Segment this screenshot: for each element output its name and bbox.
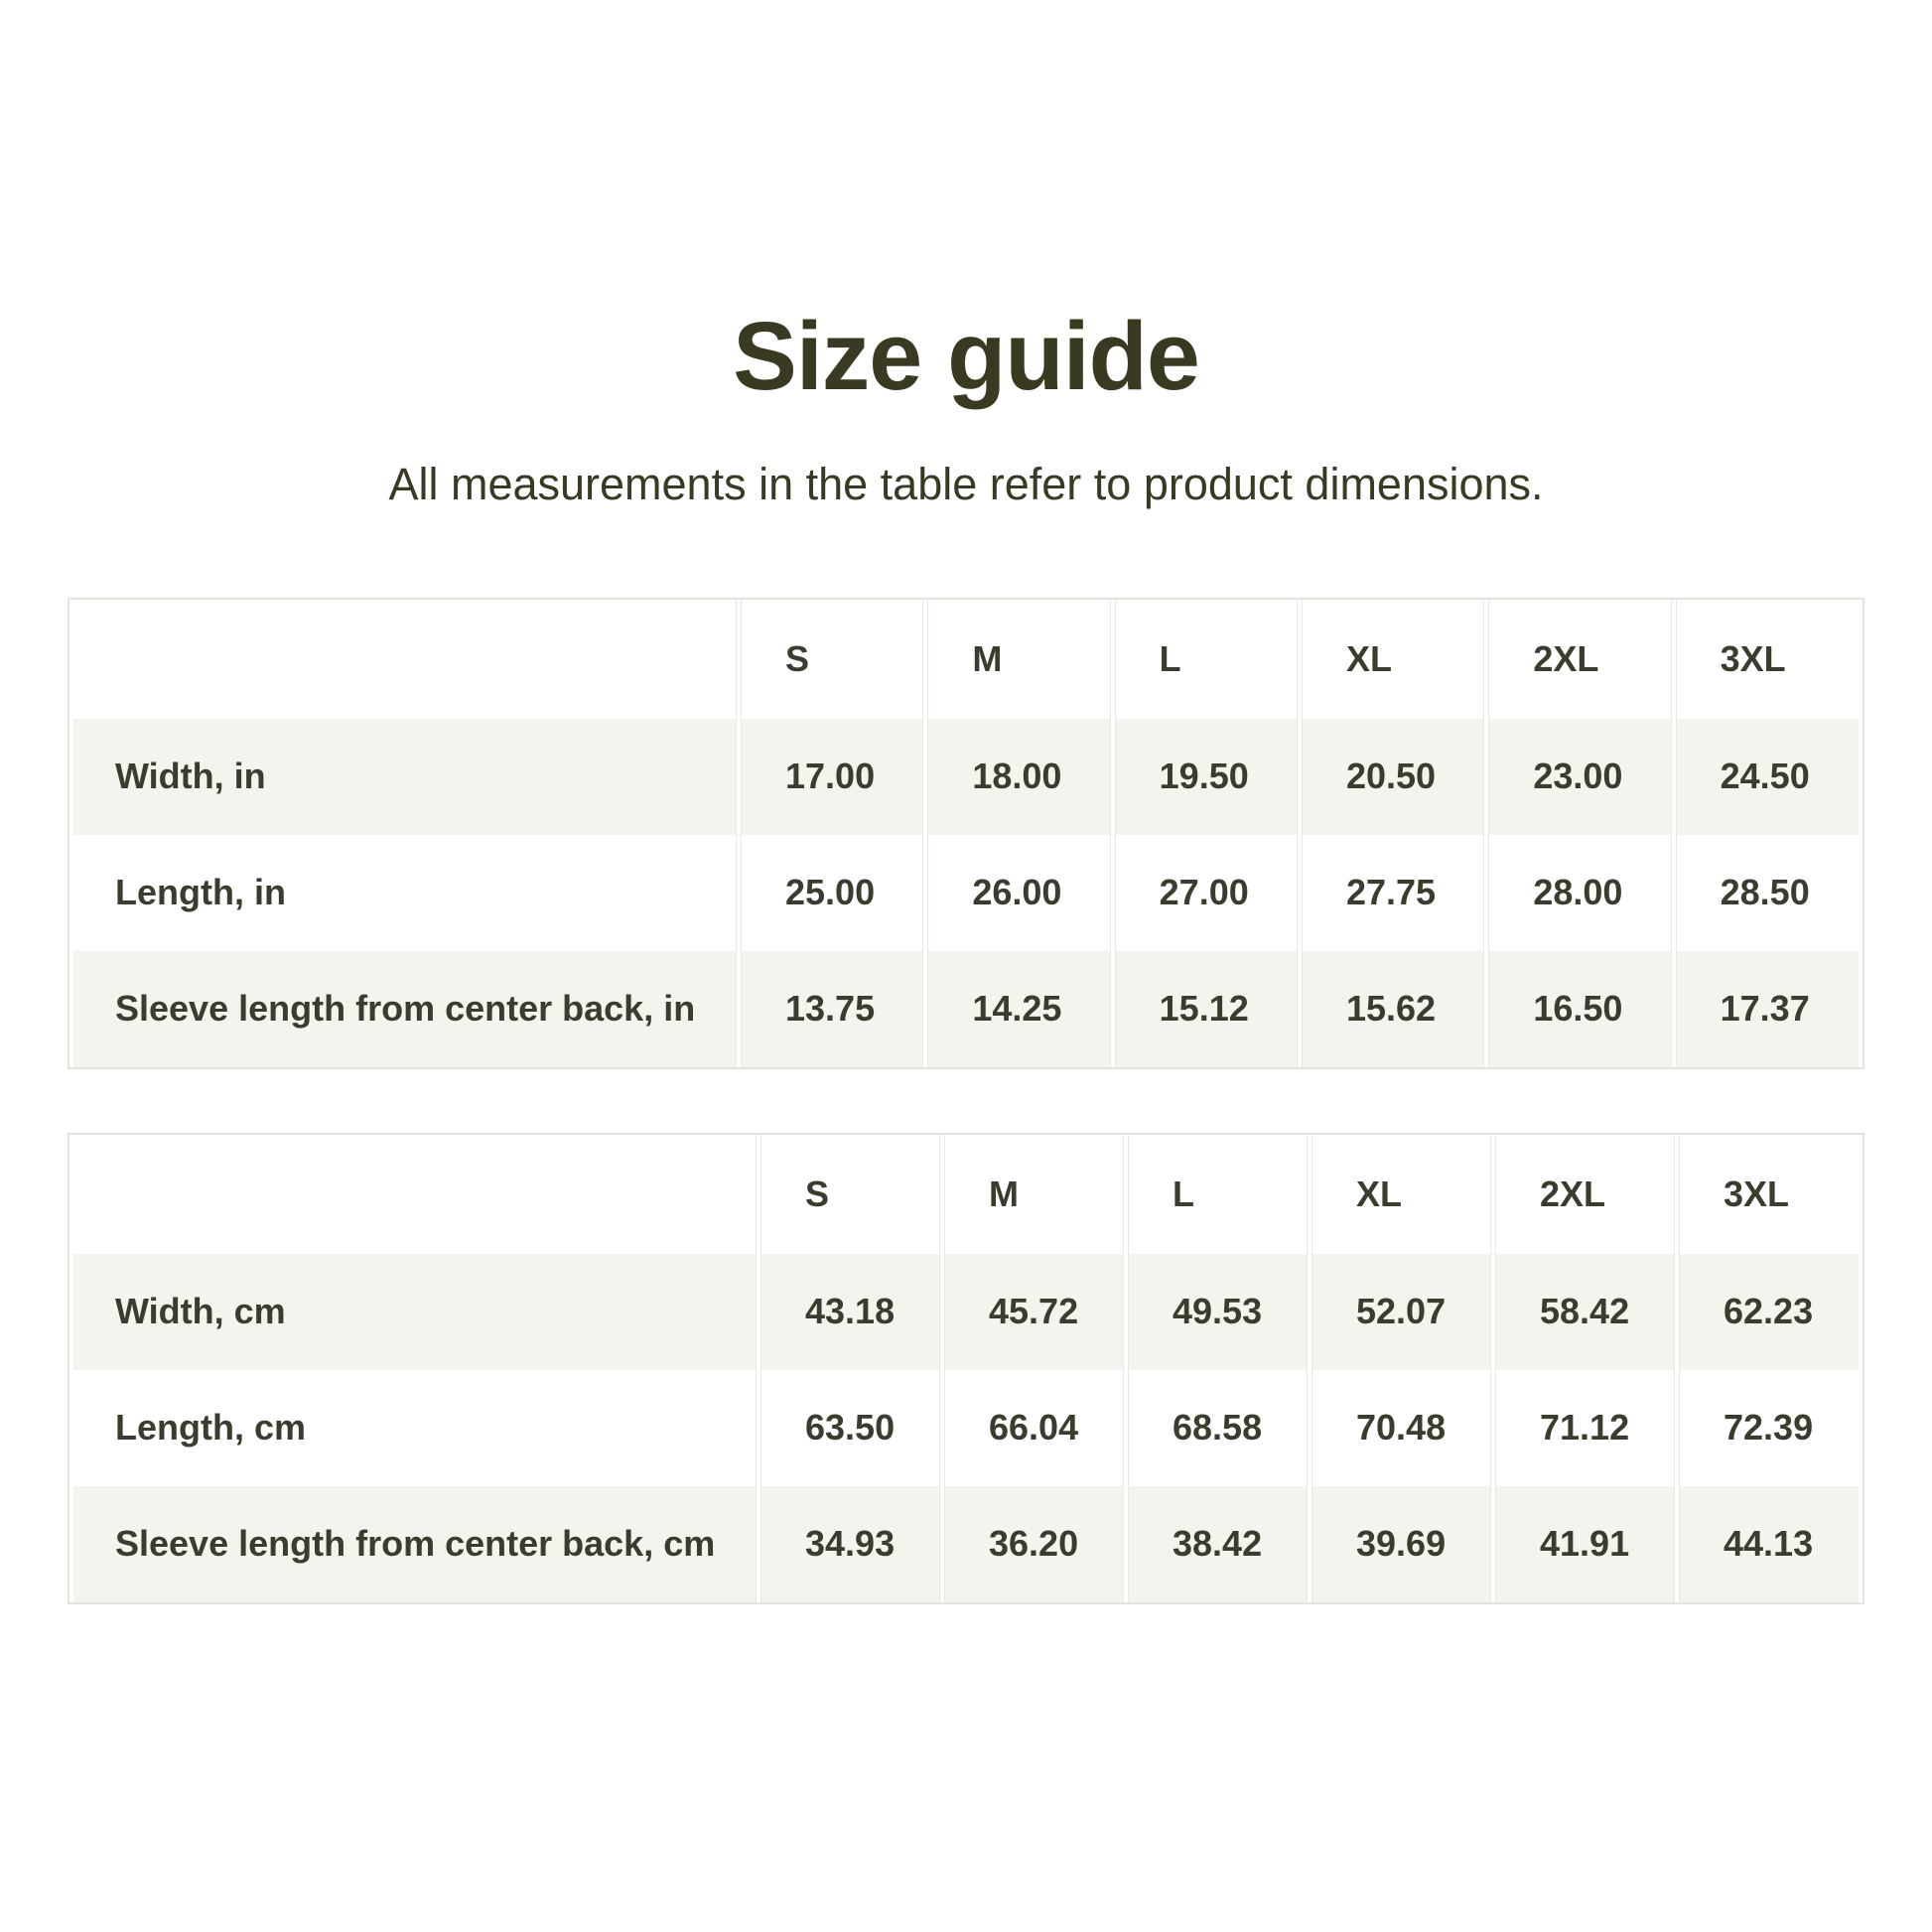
cell-value: 41.91 — [1495, 1485, 1675, 1602]
cell-value: 66.04 — [944, 1369, 1124, 1486]
cell-value: 38.42 — [1128, 1485, 1308, 1602]
cell-value: 34.93 — [760, 1485, 940, 1602]
cell-value: 17.37 — [1675, 950, 1859, 1067]
column-header-s: S — [741, 599, 924, 719]
column-header-s: S — [760, 1134, 940, 1254]
cell-value: 52.07 — [1311, 1253, 1491, 1370]
cell-value: 15.12 — [1114, 950, 1298, 1067]
row-label: Sleeve length from center back, in — [73, 950, 737, 1067]
cell-value: 68.58 — [1128, 1369, 1308, 1486]
cell-value: 19.50 — [1114, 718, 1298, 835]
corner-cell — [73, 1134, 757, 1254]
page-subtitle: All measurements in the table refer to p… — [388, 458, 1544, 509]
page-title: Size guide — [733, 302, 1200, 410]
cell-value: 44.13 — [1679, 1485, 1859, 1602]
column-header-l: L — [1128, 1134, 1308, 1254]
cell-value: 28.00 — [1488, 834, 1672, 951]
table-row-width-in: Width, in 17.00 18.00 19.50 20.50 23.00 … — [73, 718, 1859, 835]
column-header-2xl: 2XL — [1495, 1134, 1675, 1254]
cell-value: 49.53 — [1128, 1253, 1308, 1370]
row-label: Length, in — [73, 834, 737, 951]
table-row-length-in: Length, in 25.00 26.00 27.00 27.75 28.00… — [73, 834, 1859, 951]
header-row: S M L XL 2XL 3XL — [73, 1134, 1859, 1254]
row-label: Length, cm — [73, 1369, 757, 1486]
size-table-centimeters: S M L XL 2XL 3XL Width, cm 43.18 45.72 4… — [68, 1132, 1864, 1604]
header-row: S M L XL 2XL 3XL — [73, 599, 1859, 719]
cell-value: 45.72 — [944, 1253, 1124, 1370]
cell-value: 15.62 — [1301, 950, 1485, 1067]
row-label: Width, cm — [73, 1253, 757, 1370]
column-header-xl: XL — [1311, 1134, 1491, 1254]
size-table-inches: S M L XL 2XL 3XL Width, in 17.00 18.00 1… — [68, 597, 1864, 1069]
table-row-length-cm: Length, cm 63.50 66.04 68.58 70.48 71.12… — [73, 1369, 1859, 1486]
column-header-3xl: 3XL — [1675, 599, 1859, 719]
cell-value: 72.39 — [1679, 1369, 1859, 1486]
cell-value: 14.25 — [927, 950, 1111, 1067]
cell-value: 71.12 — [1495, 1369, 1675, 1486]
table-row-sleeve-in: Sleeve length from center back, in 13.75… — [73, 950, 1859, 1067]
column-header-l: L — [1114, 599, 1298, 719]
cell-value: 23.00 — [1488, 718, 1672, 835]
cell-value: 63.50 — [760, 1369, 940, 1486]
table-row-sleeve-cm: Sleeve length from center back, cm 34.93… — [73, 1485, 1859, 1602]
cell-value: 36.20 — [944, 1485, 1124, 1602]
table-row-width-cm: Width, cm 43.18 45.72 49.53 52.07 58.42 … — [73, 1253, 1859, 1370]
cell-value: 24.50 — [1675, 718, 1859, 835]
cell-value: 58.42 — [1495, 1253, 1675, 1370]
corner-cell — [73, 599, 737, 719]
cell-value: 16.50 — [1488, 950, 1672, 1067]
cell-value: 62.23 — [1679, 1253, 1859, 1370]
column-header-3xl: 3XL — [1679, 1134, 1859, 1254]
cell-value: 28.50 — [1675, 834, 1859, 951]
column-header-2xl: 2XL — [1488, 599, 1672, 719]
column-header-m: M — [927, 599, 1111, 719]
cell-value: 26.00 — [927, 834, 1111, 951]
size-guide-page: Size guide All measurements in the table… — [68, 302, 1864, 1604]
cell-value: 70.48 — [1311, 1369, 1491, 1486]
column-header-xl: XL — [1301, 599, 1485, 719]
cell-value: 25.00 — [741, 834, 924, 951]
cell-value: 27.00 — [1114, 834, 1298, 951]
column-header-m: M — [944, 1134, 1124, 1254]
cell-value: 39.69 — [1311, 1485, 1491, 1602]
row-label: Sleeve length from center back, cm — [73, 1485, 757, 1602]
cell-value: 17.00 — [741, 718, 924, 835]
cell-value: 27.75 — [1301, 834, 1485, 951]
row-label: Width, in — [73, 718, 737, 835]
cell-value: 13.75 — [741, 950, 924, 1067]
cell-value: 43.18 — [760, 1253, 940, 1370]
cell-value: 18.00 — [927, 718, 1111, 835]
cell-value: 20.50 — [1301, 718, 1485, 835]
